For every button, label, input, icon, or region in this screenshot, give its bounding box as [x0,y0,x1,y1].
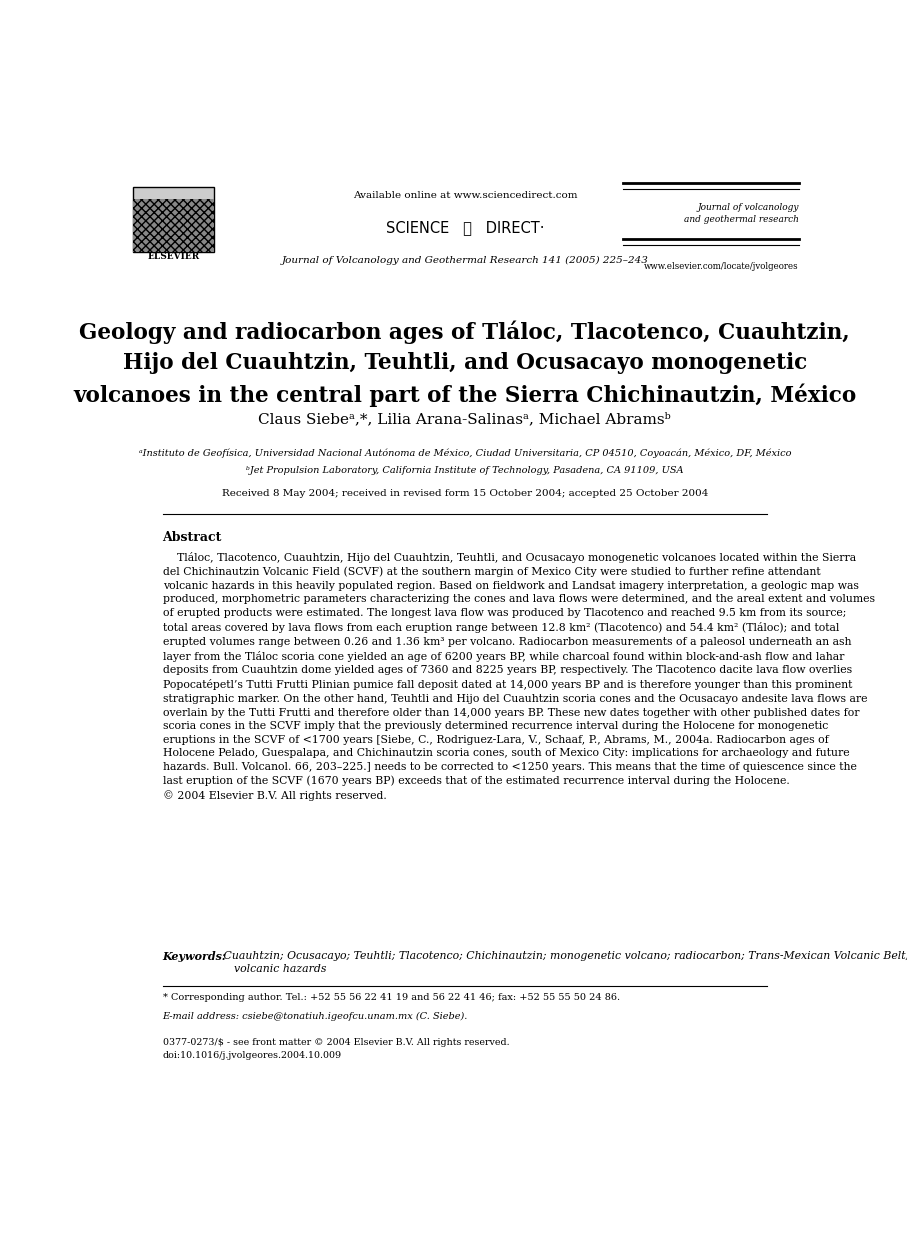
Text: 0377-0273/$ - see front matter © 2004 Elsevier B.V. All rights reserved.
doi:10.: 0377-0273/$ - see front matter © 2004 El… [162,1037,509,1060]
Text: ᵃInstituto de Geofísica, Universidad Nacional Autónoma de México, Ciudad Univers: ᵃInstituto de Geofísica, Universidad Nac… [139,449,791,458]
Text: E-mail address: csiebe@tonatiuh.igeofcu.unam.mx (C. Siebe).: E-mail address: csiebe@tonatiuh.igeofcu.… [162,1013,468,1021]
Text: Keywords:: Keywords: [162,951,227,962]
Text: Journal of Volcanology and Geothermal Research 141 (2005) 225–243: Journal of Volcanology and Geothermal Re… [281,256,649,265]
Text: ᵇJet Propulsion Laboratory, California Institute of Technology, Pasadena, CA 911: ᵇJet Propulsion Laboratory, California I… [246,465,684,475]
Bar [133,199,214,251]
Text: * Corresponding author. Tel.: +52 55 56 22 41 19 and 56 22 41 46; fax: +52 55 55: * Corresponding author. Tel.: +52 55 56 … [162,993,619,1002]
Text: SCIENCE   ⓓ   DIRECT·: SCIENCE ⓓ DIRECT· [385,220,544,235]
Text: Received 8 May 2004; received in revised form 15 October 2004; accepted 25 Octob: Received 8 May 2004; received in revised… [221,489,708,498]
Text: www.elsevier.com/locate/jvolgeores: www.elsevier.com/locate/jvolgeores [644,262,799,271]
Text: ELSEVIER: ELSEVIER [148,251,200,260]
Text: Geology and radiocarbon ages of Tláloc, Tlacotenco, Cuauhtzin,
Hijo del Cuauhtzi: Geology and radiocarbon ages of Tláloc, … [73,321,856,407]
Text: Claus Siebeᵃ,*, Lilia Arana-Salinasᵃ, Michael Abramsᵇ: Claus Siebeᵃ,*, Lilia Arana-Salinasᵃ, Mi… [258,412,671,427]
Text: Cuauhtzin; Ocusacayo; Teuhtli; Tlacotenco; Chichinautzin; monogenetic volcano; r: Cuauhtzin; Ocusacayo; Teuhtli; Tlacotenc… [220,951,907,974]
Text: Abstract: Abstract [162,531,222,543]
Text: Journal of volcanology
and geothermal research: Journal of volcanology and geothermal re… [684,203,799,224]
Text: Tláloc, Tlacotenco, Cuauhtzin, Hijo del Cuauhtzin, Teuhtli, and Ocusacayo monoge: Tláloc, Tlacotenco, Cuauhtzin, Hijo del … [162,552,874,801]
Text: Available online at www.sciencedirect.com: Available online at www.sciencedirect.co… [353,192,577,201]
Bar [133,187,214,251]
